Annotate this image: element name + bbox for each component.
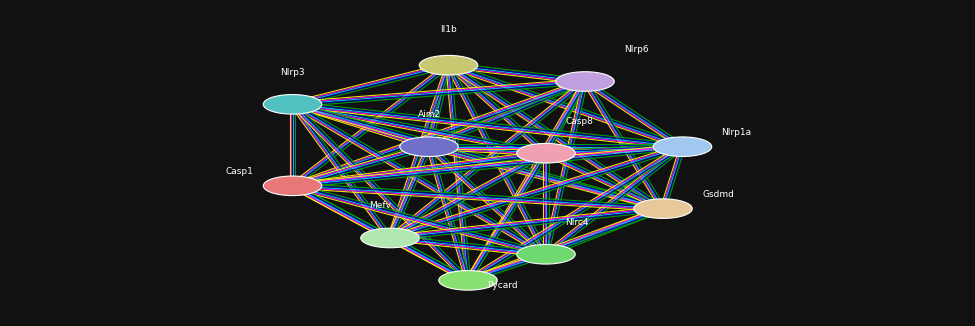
Text: Casp1: Casp1 bbox=[225, 167, 254, 176]
Circle shape bbox=[525, 247, 567, 261]
Circle shape bbox=[556, 72, 614, 91]
Circle shape bbox=[439, 271, 497, 290]
Circle shape bbox=[517, 244, 575, 264]
Circle shape bbox=[525, 146, 567, 161]
Circle shape bbox=[263, 176, 322, 196]
Text: Nlrc4: Nlrc4 bbox=[566, 217, 589, 227]
Circle shape bbox=[517, 143, 575, 163]
Circle shape bbox=[408, 139, 450, 154]
Text: Nlrp1a: Nlrp1a bbox=[722, 128, 752, 137]
Circle shape bbox=[653, 137, 712, 156]
Text: Gsdmd: Gsdmd bbox=[702, 190, 734, 199]
Text: Il1b: Il1b bbox=[440, 25, 457, 34]
Circle shape bbox=[661, 139, 704, 154]
Circle shape bbox=[564, 74, 606, 89]
Circle shape bbox=[419, 55, 478, 75]
Circle shape bbox=[361, 228, 419, 248]
Text: Mefv: Mefv bbox=[370, 201, 391, 210]
Circle shape bbox=[369, 231, 411, 245]
Circle shape bbox=[642, 201, 684, 216]
Text: Nlrp3: Nlrp3 bbox=[280, 67, 305, 77]
Circle shape bbox=[263, 95, 322, 114]
Text: Pycard: Pycard bbox=[488, 281, 518, 290]
Circle shape bbox=[634, 199, 692, 218]
Text: Casp8: Casp8 bbox=[566, 116, 594, 126]
Circle shape bbox=[427, 58, 470, 72]
Circle shape bbox=[400, 137, 458, 156]
Circle shape bbox=[271, 178, 314, 193]
Circle shape bbox=[271, 97, 314, 111]
Text: Nlrp6: Nlrp6 bbox=[624, 45, 648, 54]
Circle shape bbox=[447, 273, 489, 288]
Text: Aim2: Aim2 bbox=[417, 110, 441, 119]
